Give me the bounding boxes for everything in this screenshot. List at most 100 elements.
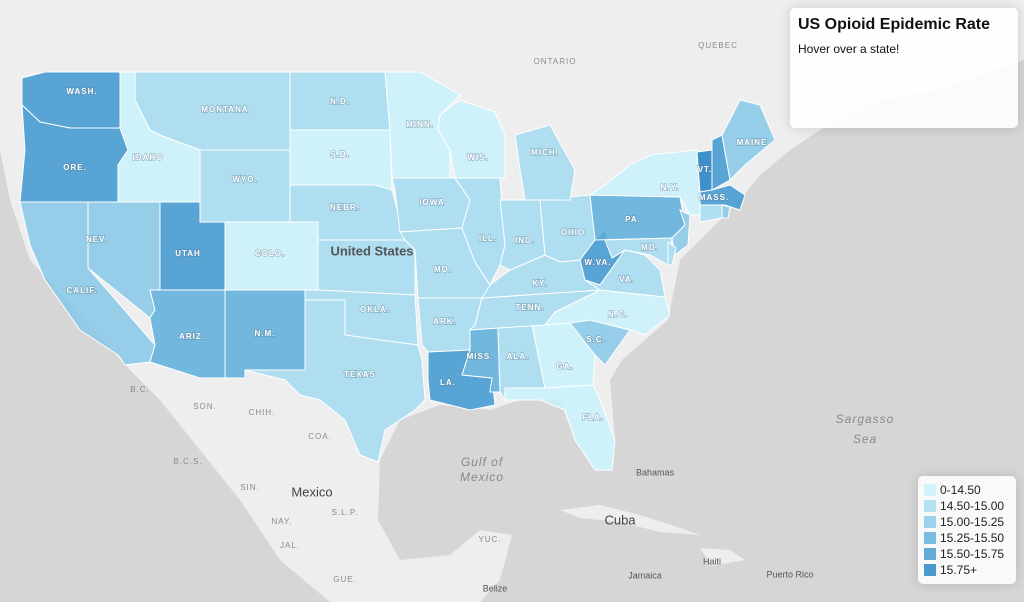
- place-label: Bahamas: [636, 467, 675, 477]
- state-label: ALA.: [507, 352, 530, 361]
- legend-label: 14.50-15.00: [940, 499, 1005, 513]
- state-label: COLO.: [255, 249, 285, 258]
- state-label: CALIF.: [67, 286, 98, 295]
- legend-item: 15.50-15.75: [924, 546, 1010, 562]
- place-label: ONTARIO: [534, 57, 577, 66]
- state-label: NEV.: [86, 235, 108, 244]
- legend-item: 0-14.50: [924, 482, 1010, 498]
- place-label: GUE.: [333, 575, 357, 584]
- state-label: KY.: [532, 279, 547, 288]
- state-label: MAINE: [737, 138, 768, 147]
- state-label: MINN.: [406, 120, 434, 129]
- legend-item: 14.50-15.00: [924, 498, 1010, 514]
- state[interactable]: [468, 289, 601, 331]
- state-label: VT.: [698, 165, 713, 174]
- states-layer: [19, 71, 776, 471]
- legend-swatch: [924, 564, 936, 576]
- state-label: MONTANA: [201, 105, 248, 114]
- state[interactable]: [514, 124, 576, 201]
- state-label: TEXAS: [344, 370, 376, 379]
- place-label: S.L.P.: [332, 508, 359, 517]
- state-label: N.Y.: [661, 183, 680, 192]
- state[interactable]: [721, 99, 776, 182]
- state-label: MICH.: [531, 148, 559, 157]
- place-label: Jamaica: [628, 570, 662, 580]
- land: [700, 548, 745, 566]
- place-label: B.C.S.: [173, 457, 202, 466]
- state[interactable]: [721, 204, 731, 219]
- place-label: SIN.: [240, 483, 260, 492]
- info-subtitle: Hover over a state!: [798, 42, 900, 56]
- state-label: W.VA.: [584, 258, 611, 267]
- state-label: VA.: [619, 275, 635, 284]
- legend-item: 15.00-15.25: [924, 514, 1010, 530]
- state-label: MASS.: [699, 193, 729, 202]
- state-label: TENN.: [516, 303, 545, 312]
- legend-label: 15.75+: [940, 563, 978, 577]
- place-label: CHIH.: [249, 408, 276, 417]
- place-label: Mexico: [291, 484, 332, 499]
- state[interactable]: [584, 249, 666, 298]
- legend-label: 15.50-15.75: [940, 547, 1005, 561]
- legend-swatch: [924, 548, 936, 560]
- state-label: S.D.: [330, 150, 350, 159]
- state[interactable]: [437, 99, 506, 179]
- state-label: OHIO: [561, 228, 585, 237]
- land: [560, 505, 700, 535]
- info-box: US Opioid Epidemic Rate Hover over a sta…: [790, 8, 1018, 128]
- place-label: United States: [330, 243, 413, 258]
- state-label: WASH.: [66, 87, 97, 96]
- state-label: IDAHO: [133, 153, 164, 162]
- state-label: N.D.: [330, 97, 350, 106]
- place-label: NAY.: [271, 517, 292, 526]
- state[interactable]: [199, 149, 291, 223]
- state-label: WYO.: [232, 175, 257, 184]
- legend-swatch: [924, 532, 936, 544]
- place-label: Cuba: [604, 512, 636, 527]
- state-label: IND.: [515, 236, 535, 245]
- legend-swatch: [924, 516, 936, 528]
- place-label: B.C.: [130, 385, 150, 394]
- state-label: MD.: [641, 243, 659, 252]
- state-label: ORE.: [63, 163, 87, 172]
- state-label: WIS.: [467, 153, 488, 162]
- legend-label: 15.00-15.25: [940, 515, 1005, 529]
- place-label: Mexico: [460, 470, 504, 484]
- state-label: ILL.: [479, 234, 497, 243]
- state-label: ARIZ.: [179, 332, 205, 341]
- place-label: SON.: [193, 402, 217, 411]
- state-label: IOWA: [419, 198, 444, 207]
- place-label: QUEBEC: [698, 41, 738, 50]
- state[interactable]: [671, 209, 691, 256]
- place-label: YUC.: [478, 535, 501, 544]
- legend-item: 15.25-15.50: [924, 530, 1010, 546]
- state-label: OKLA.: [360, 305, 390, 314]
- state-label: N.M.: [255, 329, 276, 338]
- state-label: GA.: [556, 362, 573, 371]
- legend-item: 15.75+: [924, 562, 1010, 578]
- state[interactable]: [667, 241, 677, 266]
- state[interactable]: [289, 129, 393, 191]
- info-title: US Opioid Epidemic Rate: [798, 16, 991, 33]
- labels-layer: WASH. ORE. CALIF. NEV. IDAHO MONTANA WYO. UTAH C…: [62, 41, 893, 593]
- state[interactable]: [504, 384, 616, 471]
- place-label: Puerto Rico: [766, 569, 813, 579]
- state-label: ARK.: [433, 317, 457, 326]
- state-label: MISS.: [467, 352, 494, 361]
- place-label: JAL.: [280, 541, 300, 550]
- legend: 0-14.50 14.50-15.00 15.00-15.25 15.25-15.50…: [918, 476, 1016, 584]
- legend-swatch: [924, 500, 936, 512]
- state-label: UTAH: [175, 249, 201, 258]
- state-label: PA.: [625, 215, 641, 224]
- state-label: NEBR.: [330, 203, 360, 212]
- place-label: COA.: [308, 432, 332, 441]
- state-label: LA.: [440, 378, 456, 387]
- place-label: Belize: [483, 583, 508, 593]
- state-label: MO.: [434, 265, 452, 274]
- state[interactable]: [244, 299, 426, 463]
- state-label: N.C.: [608, 310, 628, 319]
- legend-swatch: [924, 484, 936, 496]
- state[interactable]: [317, 239, 416, 296]
- legend-label: 0-14.50: [940, 483, 981, 497]
- place-label: Gulf of: [461, 455, 504, 469]
